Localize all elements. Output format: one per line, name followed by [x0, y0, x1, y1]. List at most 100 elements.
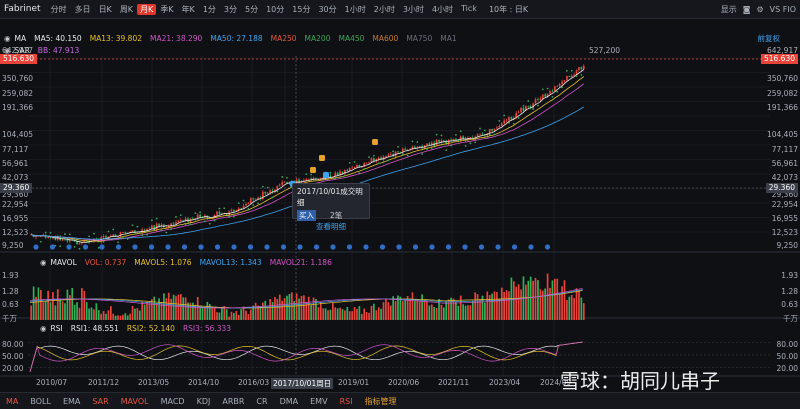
volume-bar: [233, 313, 235, 320]
volume-bar: [42, 302, 45, 320]
indicator-tab[interactable]: CR: [256, 396, 268, 406]
candle-body: [522, 107, 525, 111]
volume-bar: [100, 313, 103, 320]
period-tab[interactable]: 月K: [137, 3, 157, 15]
candle-body: [510, 117, 513, 120]
volume-bar: [170, 298, 173, 320]
legend-item: VOL: 0.737: [84, 257, 127, 267]
settings-icon[interactable]: ⚙: [756, 4, 764, 14]
candle-body: [233, 209, 235, 211]
sar-label[interactable]: SAR: [14, 45, 30, 55]
time-tick-label: 2023/04: [489, 378, 521, 387]
volume-bar: [52, 292, 54, 320]
rsi-tick-label: 80.00: [2, 340, 24, 349]
volume-bar: [457, 305, 460, 320]
sar-dot: [575, 75, 578, 77]
period-tab[interactable]: 30分: [318, 4, 337, 14]
symbol-title[interactable]: Fabrinet: [4, 4, 41, 14]
candle-body: [131, 230, 134, 232]
volume-bar: [254, 302, 257, 320]
popup-detail-link[interactable]: 查看明细: [316, 222, 346, 231]
volume-bar: [35, 296, 37, 320]
candle-body: [397, 151, 399, 153]
candle-body: [515, 113, 518, 118]
eye-icon[interactable]: ◉: [40, 257, 47, 267]
sar-dot: [175, 216, 177, 218]
volume-bar: [360, 313, 363, 320]
event-dot-icon: [379, 244, 386, 250]
volume-bar: [64, 303, 66, 320]
candle-body: [541, 94, 544, 99]
volume-bar: [102, 311, 105, 320]
candle-body: [298, 179, 300, 184]
volume-bar: [373, 303, 375, 320]
candle-body: [426, 143, 428, 146]
eye-icon[interactable]: ◉: [40, 323, 47, 333]
indicator-tab[interactable]: MA: [6, 396, 19, 406]
candle-body: [368, 162, 370, 164]
period-tab[interactable]: 日K: [98, 4, 112, 14]
sar-dot: [117, 241, 119, 244]
period-tab[interactable]: 多日: [74, 4, 91, 14]
sar-dot: [329, 171, 332, 174]
event-dot-icon: [528, 244, 534, 250]
candle-body: [47, 237, 49, 238]
period-tab[interactable]: 年K: [181, 4, 195, 14]
restore-button[interactable]: 前复权: [757, 33, 781, 43]
volume-bar: [380, 308, 382, 320]
price-tick-label: 77,117: [771, 145, 798, 154]
period-tab[interactable]: 分时: [50, 4, 67, 14]
indicator-tab[interactable]: EMV: [310, 396, 328, 406]
period-tab[interactable]: 15分: [292, 4, 311, 14]
period-tab[interactable]: 季K: [160, 4, 174, 14]
price-tick-label: 191,366: [766, 103, 798, 112]
indicator-tab[interactable]: ARBR: [222, 396, 245, 406]
candle-body: [68, 239, 71, 242]
mavol-label[interactable]: MAVOL: [50, 257, 77, 267]
volume-bar: [496, 292, 498, 320]
volume-bar: [61, 301, 64, 320]
volume-bar: [500, 287, 503, 320]
period-tab[interactable]: 3小时: [402, 4, 424, 14]
indicator-tab[interactable]: BOLL: [30, 396, 51, 406]
sar-dot: [150, 219, 153, 222]
candle-body: [141, 229, 144, 233]
period-tab[interactable]: 周K: [119, 4, 134, 14]
period-tab[interactable]: 4小时: [431, 4, 454, 14]
rsi-label[interactable]: RSI: [50, 323, 63, 333]
period-tab[interactable]: 2小时: [373, 4, 395, 14]
indicator-tab[interactable]: MACD: [160, 396, 185, 406]
legend-item: MA21: 38.290: [150, 33, 203, 43]
sar-dot: [498, 120, 501, 122]
camera-icon[interactable]: ◙: [742, 4, 751, 14]
eye-icon[interactable]: ◉: [4, 33, 11, 43]
indicator-tab[interactable]: KDJ: [196, 396, 211, 406]
indicator-tab[interactable]: DMA: [279, 396, 299, 406]
period-tab[interactable]: 3分: [223, 4, 237, 14]
indicator-tab[interactable]: MAVOL: [120, 396, 149, 406]
period-tab[interactable]: 1分: [202, 4, 216, 14]
sar-dot: [165, 231, 168, 234]
volume-bar: [406, 295, 409, 320]
ma-label[interactable]: MA: [14, 33, 27, 43]
range-select[interactable]: 10年 : 日K: [488, 4, 529, 14]
candle-body: [334, 172, 337, 177]
candle-body: [462, 136, 464, 139]
period-tab[interactable]: Tick: [461, 3, 477, 13]
candle-body: [322, 177, 325, 179]
indicator-tab[interactable]: RSI: [339, 396, 353, 406]
candle-body: [435, 139, 438, 146]
indicator-tab[interactable]: 指标管理: [364, 396, 397, 406]
eye-icon[interactable]: ◉: [4, 45, 11, 55]
period-tab[interactable]: 1小时: [344, 4, 366, 14]
indicator-tab[interactable]: SAR: [92, 396, 109, 406]
volume-bar: [363, 308, 366, 320]
period-tab[interactable]: 10分: [266, 4, 285, 14]
volume-bar: [455, 301, 457, 320]
display-button[interactable]: 显示: [720, 4, 737, 14]
period-tab[interactable]: 5分: [245, 4, 259, 14]
volume-bar: [211, 306, 214, 320]
indicator-tab[interactable]: EMA: [62, 396, 81, 406]
compare-button[interactable]: VS FIO: [769, 4, 796, 14]
